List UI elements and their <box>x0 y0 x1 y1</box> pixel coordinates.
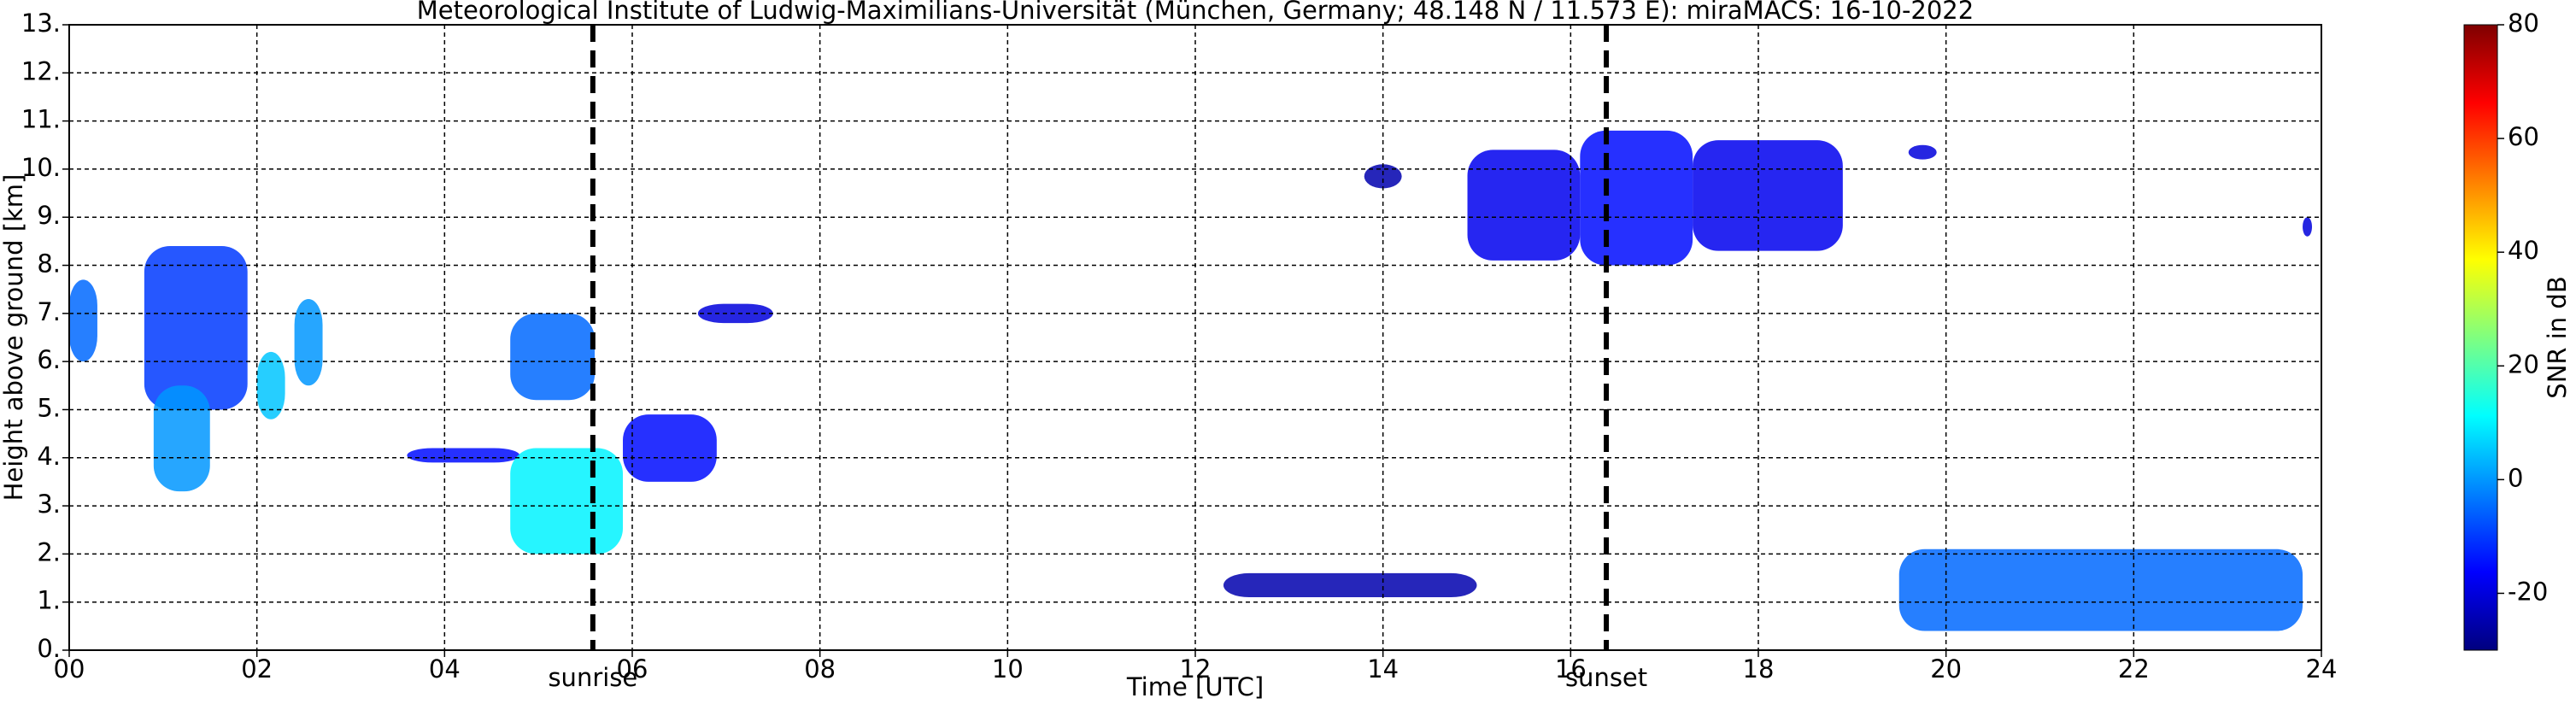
x-tick-label: 20 <box>1930 654 1962 683</box>
colorbar <box>2463 24 2498 651</box>
colorbar-tick-label: 40 <box>2508 236 2539 265</box>
x-tick-label: 04 <box>429 654 461 683</box>
echo <box>2303 217 2313 237</box>
y-tick-label: 7. <box>37 297 61 326</box>
y-tick-label: 4. <box>37 442 61 471</box>
x-tick-label: 08 <box>804 654 836 683</box>
y-tick-label: 13. <box>21 9 61 38</box>
x-axis-label: Time [UTC] <box>1126 672 1264 701</box>
x-tick-label: 10 <box>992 654 1024 683</box>
echo <box>294 298 323 386</box>
colorbar-tick-label: -20 <box>2508 577 2548 606</box>
colorbar-tick-label: 60 <box>2508 122 2539 151</box>
y-axis-label: Height above ground [km] <box>0 174 28 502</box>
y-tick-label: 1. <box>37 586 61 615</box>
plot-frame <box>68 24 2322 651</box>
echo <box>1908 144 1937 160</box>
x-tick-label: 02 <box>241 654 273 683</box>
echo <box>623 414 717 482</box>
echo <box>69 279 97 362</box>
y-tick-label: 12. <box>21 56 61 85</box>
x-tick-label: 12 <box>1180 654 1212 683</box>
y-tick-label: 10. <box>21 153 61 182</box>
y-tick-label: 6. <box>37 345 61 374</box>
colorbar-tick-label: 80 <box>2508 9 2539 38</box>
echo <box>510 313 596 401</box>
echo <box>1693 140 1843 251</box>
x-tick-label: 18 <box>1743 654 1775 683</box>
echo <box>1898 549 2303 631</box>
y-tick-label: 3. <box>37 490 61 519</box>
echo <box>1223 572 1477 598</box>
echo <box>697 303 773 324</box>
event-label: sunrise <box>548 663 637 692</box>
x-tick-label: 14 <box>1367 654 1399 683</box>
echo <box>1580 130 1693 266</box>
event-label: sunset <box>1565 663 1647 692</box>
echo <box>153 385 210 492</box>
y-tick-label: 9. <box>37 201 61 230</box>
echo <box>1467 150 1581 261</box>
y-tick-label: 8. <box>37 249 61 279</box>
x-tick-label: 22 <box>2118 654 2150 683</box>
echo <box>510 448 624 554</box>
y-tick-label: 0. <box>37 634 61 663</box>
x-tick-label: 06 <box>617 654 648 683</box>
chart-title: Meteorological Institute of Ludwig-Maxim… <box>417 0 1974 25</box>
x-tick-label: 24 <box>2306 654 2338 683</box>
x-tick-label: 00 <box>54 654 85 683</box>
y-tick-label: 2. <box>37 537 61 566</box>
colorbar-label: SNR in dB <box>2543 276 2572 398</box>
x-tick-label: 16 <box>1555 654 1587 683</box>
echo <box>256 351 285 419</box>
colorbar-tick-label: 0 <box>2508 463 2523 492</box>
echo <box>144 246 248 410</box>
echo <box>1364 164 1402 189</box>
y-tick-label: 11. <box>21 105 61 134</box>
echo <box>407 448 520 463</box>
y-tick-label: 5. <box>37 393 61 422</box>
colorbar-tick-label: 20 <box>2508 349 2539 378</box>
